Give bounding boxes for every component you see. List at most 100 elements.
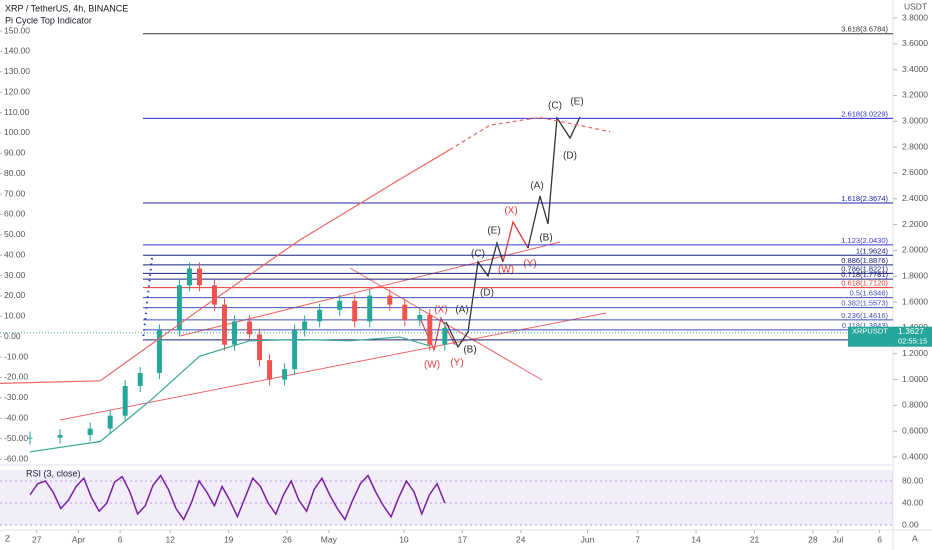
countdown: 02:55:15 <box>898 337 927 346</box>
fib-label: 1.618(2.3674) <box>841 194 888 203</box>
fib-label: 0.5(1.6346) <box>850 289 889 298</box>
y-tick-label: 1.0000 <box>902 374 928 384</box>
candle <box>317 309 323 322</box>
x-tick-label: Jul <box>832 534 843 544</box>
last-price-value: 1.3627 <box>898 326 924 336</box>
chart-title: XRP / TetherUS, 4h, BINANCE <box>5 3 128 13</box>
wave-label: (A) <box>455 305 468 316</box>
wave-label: (D) <box>563 151 577 162</box>
x-tick-label: Jun <box>581 534 595 544</box>
rsi-tick-label: 40.00 <box>902 497 924 507</box>
candle <box>211 285 217 305</box>
candle <box>282 369 288 380</box>
rsi-tick-label: 80.00 <box>902 475 924 485</box>
candle <box>387 295 393 305</box>
trendline <box>349 267 543 381</box>
y2-tick-label: 20.00 <box>4 290 26 300</box>
y-tick-label: 1.2000 <box>902 348 928 358</box>
y-tick-label: 2.2000 <box>902 219 928 229</box>
y-tick-label: 1.6000 <box>902 296 928 306</box>
candle <box>87 428 93 436</box>
y2-tick-label: -20.00 <box>4 372 28 382</box>
x-tick-label: 28 <box>808 534 818 544</box>
y2-tick-label: -10.00 <box>4 351 28 361</box>
wave-label: (W) <box>424 360 440 371</box>
x-tick-label: 6 <box>877 534 882 544</box>
wave-projection <box>502 220 529 263</box>
candle <box>156 330 162 374</box>
wave-label: (X) <box>504 206 517 217</box>
candle <box>27 437 33 439</box>
x-tick-label: 12 <box>166 534 176 544</box>
indicator-line <box>0 149 451 385</box>
y-tick-label: 2.6000 <box>902 167 928 177</box>
y2-tick-label: 70.00 <box>4 188 26 198</box>
wave-projection <box>527 116 581 249</box>
indicator-title: Pi Cycle Top Indicator <box>5 15 92 25</box>
y-tick-label: 2.4000 <box>902 193 928 203</box>
y2-tick-label: -50.00 <box>4 433 28 443</box>
rsi-tick-label: 0.00 <box>902 519 919 529</box>
fib-label: 1(1.9624) <box>856 246 889 255</box>
y-tick-label: 0.8000 <box>902 400 928 410</box>
candle <box>267 360 273 380</box>
y2-tick-label: 0.00 <box>4 331 21 341</box>
wave-label: (E) <box>570 97 583 108</box>
y-tick-label: 2.8000 <box>902 141 928 151</box>
y2-tick-label: 40.00 <box>4 249 26 259</box>
fib-label: 2.618(3.0229) <box>841 109 888 118</box>
candle <box>352 300 358 322</box>
y2-tick-label: 10.00 <box>4 311 26 321</box>
y2-tick-label: 120.00 <box>4 86 30 96</box>
candle <box>122 385 128 416</box>
x-tick-label: 7 <box>635 534 640 544</box>
fib-label: 0.382(1.5573) <box>841 299 888 308</box>
candle <box>176 285 182 331</box>
y2-tick-label: -60.00 <box>4 453 28 463</box>
x-tick-label: 19 <box>224 534 234 544</box>
corner-label: A <box>912 533 918 543</box>
fib-label: 0.118(1.3843) <box>842 321 889 330</box>
y-tick-label: 2.0000 <box>902 245 928 255</box>
wave-label: (X) <box>434 305 447 316</box>
wave-label: (Y) <box>450 358 463 369</box>
fib-label: 0.718(1.7781) <box>841 270 888 279</box>
fib-label: 0.886(1.8876) <box>841 256 888 265</box>
x-tick-label: Apr <box>72 534 85 544</box>
x-tick-label: 10 <box>399 534 409 544</box>
x-tick-label: 24 <box>516 534 526 544</box>
y2-tick-label: -40.00 <box>4 412 28 422</box>
y2-tick-label: 60.00 <box>4 209 26 219</box>
fib-label: 0.618(1.7120) <box>841 279 888 288</box>
x-tick-label: 6 <box>118 534 123 544</box>
wave-projection <box>445 240 504 349</box>
wave-projection <box>419 316 456 352</box>
y2-tick-label: 80.00 <box>4 168 26 178</box>
y-tick-label: 3.6000 <box>902 38 928 48</box>
y-tick-label: 3.4000 <box>902 64 928 74</box>
candle <box>257 334 263 361</box>
candle <box>367 295 373 322</box>
candle <box>186 268 192 286</box>
candle <box>402 304 408 321</box>
x-tick-label: 21 <box>750 534 760 544</box>
candle <box>417 314 423 321</box>
candle <box>442 327 448 345</box>
fib-label: 3.618(3.6784) <box>841 25 888 34</box>
y-tick-label: 0.4000 <box>902 451 928 461</box>
wave-label: (Y) <box>523 259 536 270</box>
unit-label: USDT <box>904 1 927 11</box>
last-price-tag <box>848 326 932 347</box>
candle <box>107 415 113 429</box>
wave-label: (B) <box>463 345 476 356</box>
candle <box>222 304 228 345</box>
y-tick-label: 3.2000 <box>902 90 928 100</box>
candle <box>57 435 63 438</box>
candle <box>247 321 253 335</box>
candle <box>196 268 202 286</box>
y2-tick-label: 140.00 <box>4 46 30 56</box>
wave-label: (E) <box>487 226 500 237</box>
candle <box>427 314 433 345</box>
wave-label: (C) <box>471 249 485 260</box>
